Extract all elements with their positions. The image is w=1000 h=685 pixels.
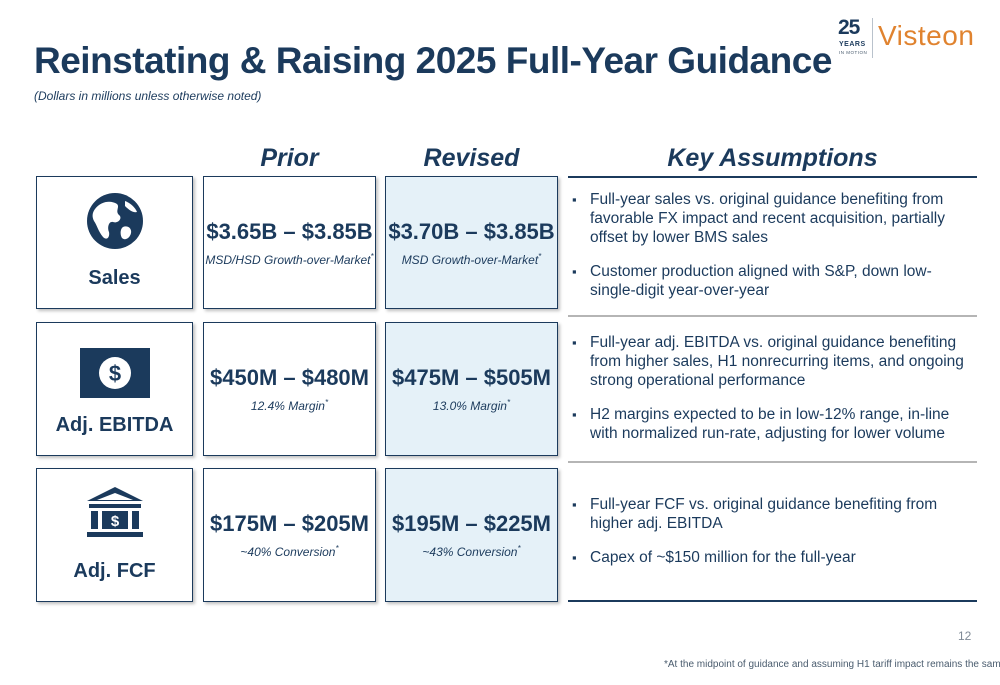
revised-note: 13.0% Margin* [432,398,511,413]
row-sales-prior-cell: $3.65B – $3.85B MSD/HSD Growth-over-Mark… [203,176,376,309]
svg-text:$: $ [109,361,121,386]
row-ebitda-revised-cell: $475M – $505M 13.0% Margin* [385,322,558,456]
assumption-bullet: Capex of ~$150 million for the full-year [568,548,977,567]
bottom-rule [568,600,977,602]
assumption-bullet: Full-year FCF vs. original guidance bene… [568,495,977,533]
visteon-logo: 25 YEARS IN MOTION Visteon [838,16,980,60]
row-label: Sales [88,267,141,289]
row-sales-label-cell: Sales [36,176,193,309]
footnote: *At the midpoint of guidance and assumin… [664,659,1000,670]
page-number: 12 [958,629,972,643]
globe-icon [87,193,143,249]
revised-value: $475M – $505M [392,365,551,390]
revised-note: MSD Growth-over-Market* [401,252,542,267]
row-separator [568,461,977,463]
row-ebitda-prior-cell: $450M – $480M 12.4% Margin* [203,322,376,456]
logo-brand: Visteon [878,20,975,51]
row-ebitda-label-cell: $ Adj. EBITDA [36,322,193,456]
row-label: Adj. FCF [73,560,156,582]
page-title: Reinstating & Raising 2025 Full-Year Gui… [34,40,832,81]
column-header-revised: Revised [423,144,520,172]
row-fcf-revised-cell: $195M – $225M ~43% Conversion* [385,468,558,602]
revised-value: $195M – $225M [392,511,551,536]
assumption-bullet: Customer production aligned with S&P, do… [568,262,977,300]
row-sales-assumptions: Full-year sales vs. original guidance be… [568,190,977,315]
header-underline [568,176,977,178]
dollar-bill-icon: $ [80,348,150,398]
prior-value: $175M – $205M [210,511,369,536]
bank-icon: $ [87,487,143,537]
page-subtitle: (Dollars in millions unless otherwise no… [34,89,262,103]
column-header-assumptions: Key Assumptions [667,144,878,172]
assumption-bullet: Full-year adj. EBITDA vs. original guida… [568,333,977,390]
logo-divider [872,18,873,58]
row-fcf-assumptions: Full-year FCF vs. original guidance bene… [568,495,977,582]
row-fcf-label-cell: $ Adj. FCF [36,468,193,602]
prior-note: MSD/HSD Growth-over-Market* [205,252,374,267]
revised-note: ~43% Conversion* [422,544,521,559]
prior-value: $450M – $480M [210,365,369,390]
logo-25: 25 [838,16,860,39]
logo-in-motion: IN MOTION [839,50,868,55]
row-separator [568,315,977,317]
row-sales-revised-cell: $3.70B – $3.85B MSD Growth-over-Market* [385,176,558,309]
assumption-bullet: H2 margins expected to be in low-12% ran… [568,405,977,443]
prior-value: $3.65B – $3.85B [206,219,373,244]
row-ebitda-assumptions: Full-year adj. EBITDA vs. original guida… [568,333,977,458]
svg-text:$: $ [111,513,120,530]
row-label: Adj. EBITDA [55,414,174,436]
column-header-prior: Prior [260,144,319,172]
logo-years: YEARS [839,41,866,48]
prior-note: ~40% Conversion* [240,544,339,559]
row-fcf-prior-cell: $175M – $205M ~40% Conversion* [203,468,376,602]
assumption-bullet: Full-year sales vs. original guidance be… [568,190,977,247]
prior-note: 12.4% Margin* [250,398,329,413]
revised-value: $3.70B – $3.85B [388,219,555,244]
